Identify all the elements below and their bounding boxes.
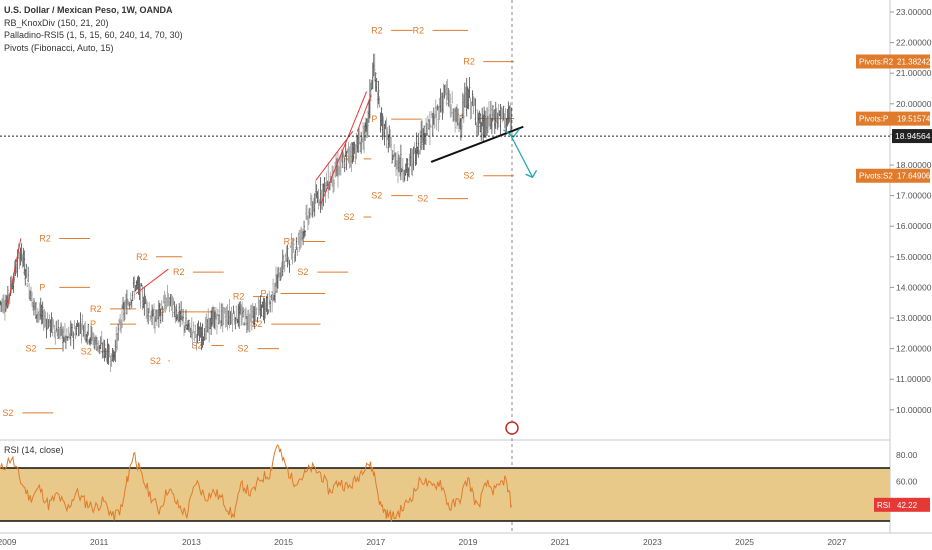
- rsi-badge-value: 42.22: [897, 501, 918, 510]
- pivot-label: P: [261, 289, 267, 299]
- y-tick-label: 20.00000: [896, 99, 932, 109]
- y-tick-label: 17.00000: [896, 191, 932, 201]
- x-tick-label: 2021: [551, 537, 570, 547]
- forecast-arrowhead: [525, 169, 538, 179]
- pivot-label: R2: [463, 57, 475, 67]
- divergence-line: [320, 91, 368, 205]
- rsi-value-badge: [874, 497, 930, 512]
- pivot-label: S2: [371, 191, 382, 201]
- forecast-zigzag: [503, 128, 521, 138]
- y-tick-label: 13.00000: [896, 313, 932, 323]
- x-tick-label: 2017: [366, 537, 385, 547]
- legend-indicator-palladino[interactable]: Palladino-RSI5 (1, 5, 15, 60, 240, 14, 7…: [4, 30, 183, 40]
- pivot-label: S2: [344, 212, 355, 222]
- pivot-label: S2: [150, 356, 161, 366]
- y-tick-label: 10.00000: [896, 405, 932, 415]
- pivot-label: S2: [238, 344, 249, 354]
- legend-indicator-knoxdiv[interactable]: RB_KnoxDiv (150, 21, 20): [4, 17, 109, 28]
- y-tick-label: 18.00000: [896, 160, 932, 170]
- pivot-label: S2: [25, 344, 36, 354]
- x-tick-label: 2019: [459, 537, 478, 547]
- pivot-label: S2: [297, 267, 308, 277]
- pivot-badge-value: 21.38242: [897, 57, 931, 66]
- y-tick-label: 16.00000: [896, 221, 932, 231]
- x-tick-label: 2027: [827, 537, 846, 547]
- y-tick-label: 14.00000: [896, 282, 932, 292]
- pivot-label: P: [159, 307, 165, 317]
- rsi-tick-label: 80.00: [896, 450, 918, 460]
- x-tick-label: 2025: [735, 537, 754, 547]
- y-tick-label: 15.00000: [896, 252, 932, 262]
- divergence-line: [356, 94, 372, 132]
- current-price-badge: [892, 129, 932, 144]
- pivot-label: R2: [284, 237, 296, 247]
- pivot-label: R2: [90, 304, 102, 314]
- pivot-badge-name: Pivots:S2: [859, 172, 893, 181]
- pivot-label: S2: [463, 171, 474, 181]
- rsi-badge-name: RSI: [877, 501, 890, 510]
- y-tick-label: 22.00000: [896, 38, 932, 48]
- pivot-label: R2: [136, 252, 148, 262]
- rsi-tick-label: 60.00: [896, 476, 918, 486]
- y-tick-label: 23.00000: [896, 7, 932, 17]
- y-tick-label: 21.00000: [896, 68, 932, 78]
- pivot-label: P: [371, 114, 377, 124]
- rsi-legend[interactable]: RSI (14, close): [4, 445, 64, 455]
- pivot-badge-value: 19.51574: [897, 115, 931, 124]
- divergence-line: [6, 238, 22, 309]
- current-price-label: 18.94564: [895, 131, 931, 141]
- chart-legend: U.S. Dollar / Mexican Peso, 1W, OANDA RB…: [4, 4, 183, 54]
- forecast-arrow: [508, 132, 534, 178]
- y-tick-label: 12.00000: [896, 344, 932, 354]
- rsi-line: [0, 444, 513, 522]
- pivot-label: S2: [2, 408, 13, 418]
- y-tick-label: 11.00000: [896, 374, 931, 384]
- pivot-badge-value: 17.64906: [897, 172, 931, 181]
- pivot-badge: [856, 168, 930, 183]
- pivot-label: P: [90, 319, 96, 329]
- pivot-label: S2: [417, 194, 428, 204]
- x-tick-label: 2023: [643, 537, 662, 547]
- divergence-line: [315, 131, 354, 181]
- pivot-label: R2: [371, 25, 383, 35]
- x-tick-label: 2011: [90, 537, 109, 547]
- x-tick-label: 2009: [0, 537, 17, 547]
- divergence-line: [135, 268, 169, 294]
- pivot-label: R2: [413, 25, 425, 35]
- pivot-badge: [856, 111, 930, 126]
- price-bars: [0, 53, 513, 372]
- legend-title: U.S. Dollar / Mexican Peso, 1W, OANDA: [4, 5, 173, 15]
- pivot-label: P: [39, 282, 45, 292]
- pivot-label: R2: [173, 267, 185, 277]
- pivot-label: S2: [81, 347, 92, 357]
- pivot-label: S2: [251, 319, 262, 329]
- pivot-label: R2: [233, 292, 245, 302]
- x-tick-label: 2013: [182, 537, 201, 547]
- event-flag-icon: [505, 421, 519, 435]
- pivot-badge-name: Pivots:P: [859, 115, 888, 124]
- pivot-label: R2: [39, 233, 51, 243]
- pivot-badge-name: Pivots:R2: [859, 57, 894, 66]
- x-tick-label: 2015: [274, 537, 293, 547]
- legend-indicator-pivots[interactable]: Pivots (Fibonacci, Auto, 15): [4, 42, 114, 53]
- pivot-badge: [856, 54, 930, 69]
